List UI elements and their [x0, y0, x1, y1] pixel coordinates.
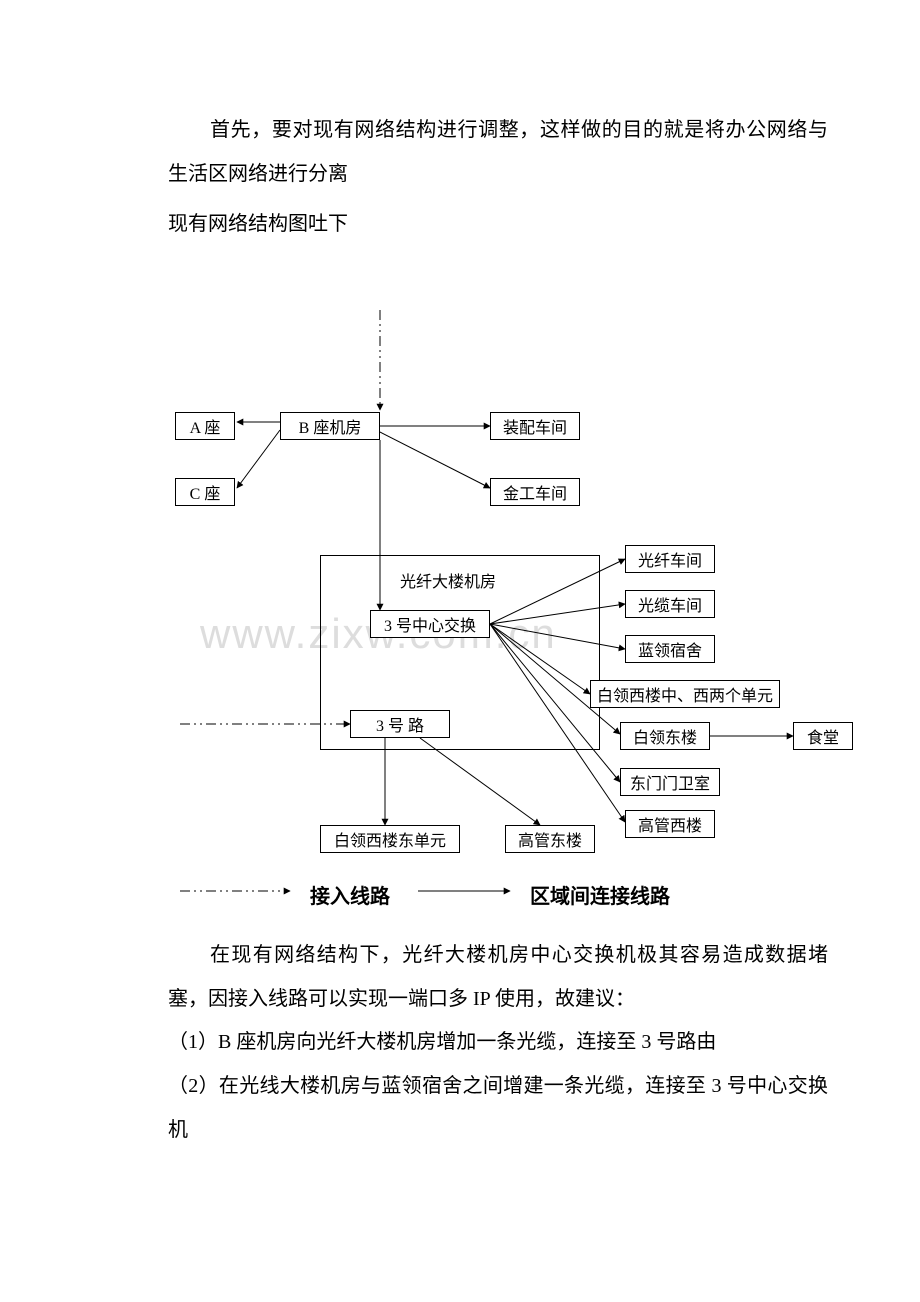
- node-fiber-workshop: 光纤车间: [625, 545, 715, 573]
- node-white-west-east: 白领西楼东单元: [320, 825, 460, 853]
- node-exec-west: 高管西楼: [625, 810, 715, 838]
- node-east-gate: 东门门卫室: [620, 768, 720, 796]
- paragraph-5: （2）在光线大楼机房与蓝领宿舍之间增建一条光缆，连接至 3 号中心交换机: [168, 1064, 828, 1152]
- node-canteen: 食堂: [793, 722, 853, 750]
- legend-label-region: 区域间连接线路: [530, 880, 670, 909]
- node-metal: 金工车间: [490, 478, 580, 506]
- node-blue-dorm: 蓝领宿舍: [625, 635, 715, 663]
- node-white-west-mid: 白领西楼中、西两个单元: [590, 680, 780, 708]
- node-exec-east: 高管东楼: [505, 825, 595, 853]
- node-assembly: 装配车间: [490, 412, 580, 440]
- node-center3: 3 号中心交换: [370, 610, 490, 638]
- node-white-east: 白领东楼: [620, 722, 710, 750]
- paragraph-3: 在现有网络结构下，光纤大楼机房中心交换机极其容易造成数据堵塞，因接入线路可以实现…: [168, 933, 828, 1021]
- node-cable-workshop: 光缆车间: [625, 590, 715, 618]
- legend-label-access: 接入线路: [310, 880, 390, 909]
- node-b-room: B 座机房: [280, 412, 380, 440]
- node-router3: 3 号 路: [350, 710, 450, 738]
- node-c-seat: C 座: [175, 478, 235, 506]
- paragraph-4: （1）B 座机房向光纤大楼机房增加一条光缆，连接至 3 号路由: [168, 1020, 828, 1064]
- node-a-seat: A 座: [175, 412, 235, 440]
- paragraph-1: 首先，要对现有网络结构进行调整，这样做的目的就是将办公网络与生活区网络进行分离: [168, 108, 828, 196]
- label-fiber-room: 光纤大楼机房: [400, 568, 496, 592]
- paragraph-2: 现有网络结构图吐下: [168, 202, 828, 246]
